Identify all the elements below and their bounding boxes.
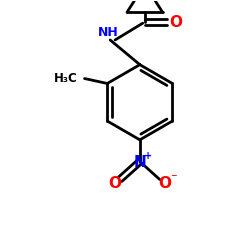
Text: O: O bbox=[108, 176, 122, 191]
Text: O: O bbox=[169, 15, 182, 30]
Text: +: + bbox=[144, 151, 152, 161]
Text: N: N bbox=[134, 155, 146, 170]
Text: O: O bbox=[158, 176, 171, 191]
Text: H₃C: H₃C bbox=[54, 72, 78, 85]
Text: ⁻: ⁻ bbox=[170, 172, 177, 185]
Text: NH: NH bbox=[98, 26, 118, 39]
